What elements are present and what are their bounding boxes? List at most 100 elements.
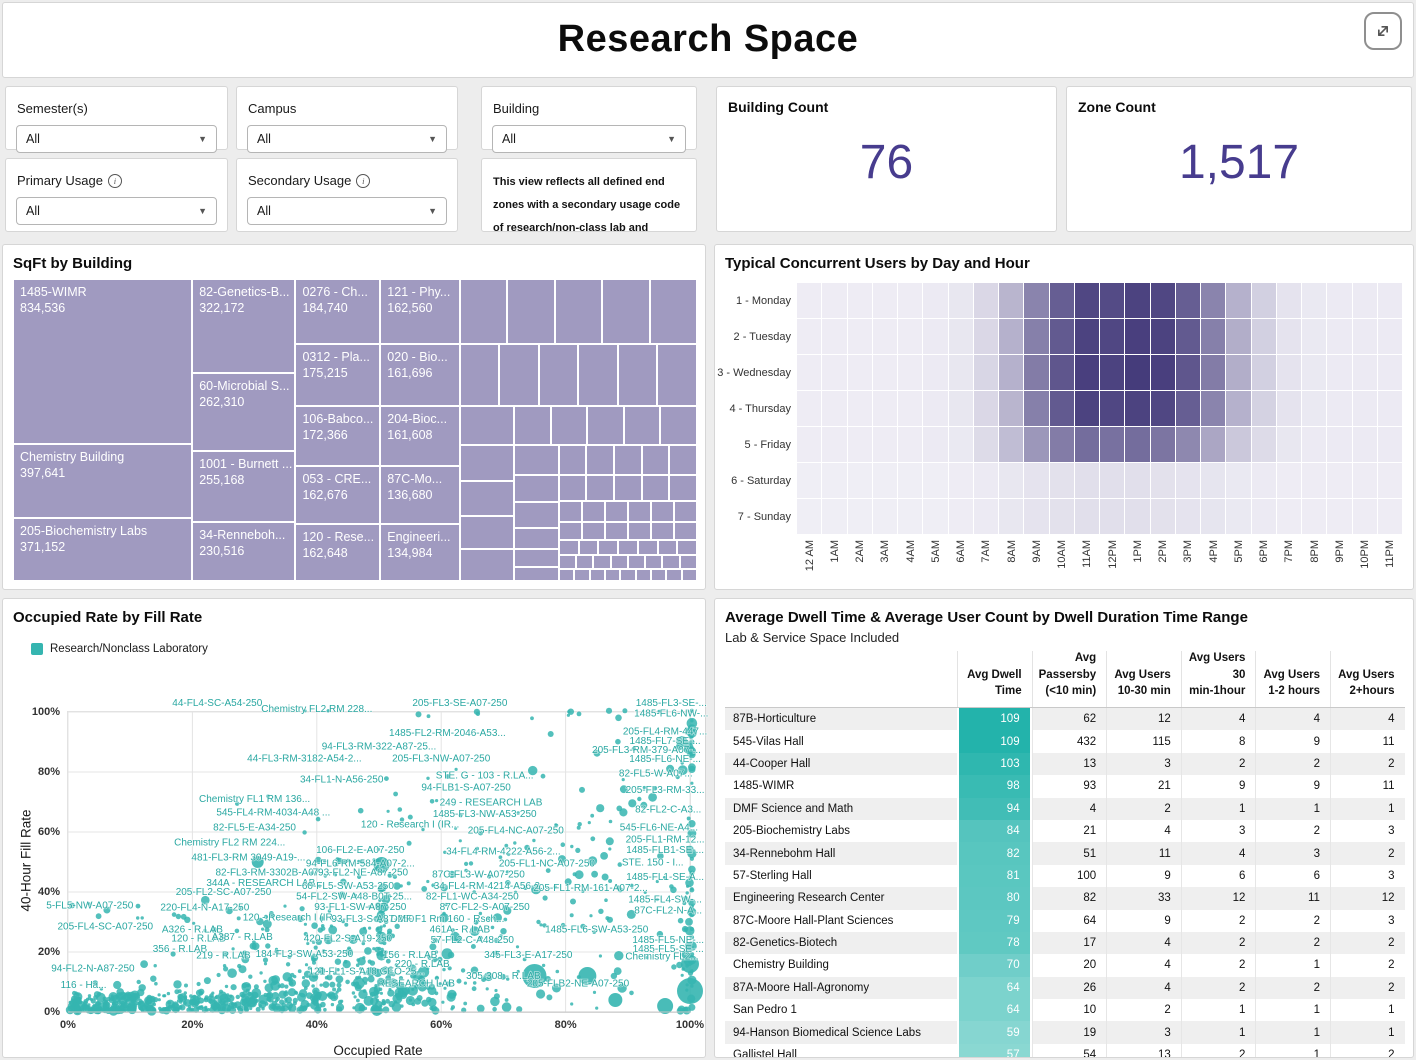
heatmap-cell[interactable] [1074,283,1100,319]
table-row[interactable]: San Pedro 1 64 10 2 1 1 1 [725,999,1405,1022]
table-row[interactable]: Gallistel Hall 57 54 13 2 1 2 [725,1043,1405,1057]
scatter-point[interactable] [686,717,698,729]
treemap-cell[interactable] [602,279,650,344]
scatter-point[interactable] [297,915,304,923]
scatter-point[interactable] [234,928,240,934]
info-icon[interactable]: i [356,173,371,188]
scatter-point[interactable] [91,1008,95,1012]
heatmap-cell[interactable] [1024,499,1050,535]
scatter-point[interactable] [274,949,279,954]
heatmap-cell[interactable] [1226,427,1252,463]
scatter-point[interactable] [335,857,340,862]
scatter-point[interactable] [351,991,356,995]
treemap-cell[interactable] [586,445,615,476]
scatter-point[interactable] [119,1005,124,1010]
scatter-point[interactable] [197,1000,201,1004]
scatter-point[interactable] [605,707,613,714]
scatter-point[interactable] [493,937,500,943]
heatmap-cell[interactable] [898,427,924,463]
scatter-point[interactable] [387,873,393,878]
heatmap-cell[interactable] [1175,463,1201,499]
scatter-point[interactable] [388,966,393,970]
scatter-point[interactable] [302,830,307,835]
heatmap-cell[interactable] [1226,355,1252,391]
treemap-cell[interactable] [586,475,615,501]
heatmap-cell[interactable] [1150,391,1176,427]
scatter-point[interactable] [317,927,323,933]
treemap-cell[interactable] [641,445,670,476]
info-icon[interactable]: i [107,173,122,188]
scatter-point[interactable] [675,774,680,780]
scatter-point[interactable] [542,923,547,928]
scatter-point[interactable] [484,972,493,982]
scatter-point[interactable] [248,974,253,979]
scatter-point[interactable] [304,963,309,967]
heatmap-cell[interactable] [797,463,823,499]
heatmap-cell[interactable] [1352,427,1378,463]
treemap-cell[interactable] [558,555,577,569]
scatter-point[interactable] [522,957,527,962]
scatter-point[interactable] [251,991,259,999]
scatter-point[interactable] [285,996,292,1004]
scatter-point[interactable] [358,1006,364,1012]
table-header-cell[interactable] [725,651,957,707]
scatter-point[interactable] [383,919,389,924]
scatter-point[interactable] [564,878,572,886]
heatmap-cell[interactable] [1302,319,1328,355]
scatter-point[interactable] [137,1002,147,1011]
scatter-point[interactable] [415,971,419,975]
heatmap-cell[interactable] [923,355,949,391]
scatter-point[interactable] [397,807,403,812]
heatmap-cell[interactable] [872,355,898,391]
scatter-point[interactable] [676,736,688,748]
scatter-point[interactable] [87,994,92,998]
heatmap-cell[interactable] [1302,283,1328,319]
heatmap-cell[interactable] [847,499,873,535]
scatter-point[interactable] [476,1004,485,1013]
scatter-point[interactable] [173,980,182,989]
heatmap-cell[interactable] [999,283,1025,319]
scatter-point[interactable] [67,1002,75,1010]
scatter-point[interactable] [473,919,479,925]
scatter-point[interactable] [229,1006,237,1014]
scatter-point[interactable] [689,945,695,950]
treemap-cell[interactable] [459,279,508,344]
scatter-point[interactable] [629,990,634,996]
scatter-point[interactable] [247,998,258,1008]
treemap-cell[interactable] [610,555,628,569]
treemap-cell[interactable]: 1001 - Burnett ... 255,168 [192,451,296,523]
scatter-point[interactable] [503,905,508,910]
scatter-point[interactable] [408,964,417,973]
scatter-point[interactable] [286,1001,293,1009]
scatter-point[interactable] [504,998,509,1002]
scatter-point[interactable] [617,983,627,993]
scatter-point[interactable] [186,1007,192,1013]
heatmap-cell[interactable] [1024,319,1050,355]
scatter-point[interactable] [429,799,435,804]
scatter-point[interactable] [111,996,115,1000]
scatter-point[interactable] [226,1008,230,1012]
scatter-point[interactable] [689,927,694,931]
scatter-point[interactable] [224,984,229,989]
heatmap-cell[interactable] [948,427,974,463]
scatter-point[interactable] [345,948,353,956]
scatter-point[interactable] [361,941,366,946]
scatter-point[interactable] [406,881,411,886]
scatter-point[interactable] [377,931,387,941]
scatter-point[interactable] [669,884,674,889]
scatter-point[interactable] [340,999,344,1003]
scatter-point[interactable] [591,870,598,878]
scatter-point[interactable] [605,916,610,921]
scatter-point[interactable] [454,767,458,771]
scatter-point[interactable] [407,814,413,820]
heatmap-cell[interactable] [1125,319,1151,355]
scatter-point[interactable] [380,908,385,913]
scatter-point[interactable] [595,1006,599,1010]
treemap-cell[interactable] [660,405,697,446]
scatter-point[interactable] [547,731,554,737]
treemap-cell[interactable] [657,540,678,556]
scatter-point[interactable] [242,990,248,996]
scatter-point[interactable] [581,889,585,893]
scatter-point[interactable] [255,1006,261,1012]
scatter-point[interactable] [442,967,446,972]
